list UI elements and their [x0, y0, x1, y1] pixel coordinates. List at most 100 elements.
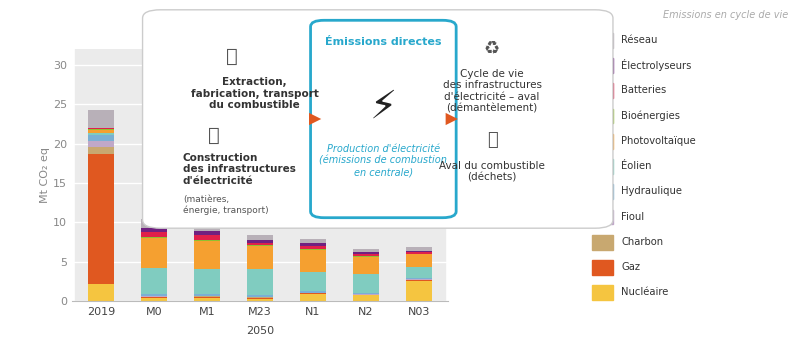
Y-axis label: Mt CO₂ eq: Mt CO₂ eq [40, 147, 50, 203]
Text: Photovoltaïque: Photovoltaïque [622, 136, 696, 146]
Bar [246, 234, 274, 240]
Bar [246, 299, 274, 301]
Bar [88, 133, 114, 135]
Bar [246, 295, 274, 297]
Text: Gaz: Gaz [622, 262, 640, 272]
Text: Émissions directes: Émissions directes [325, 37, 442, 47]
Text: (matières,
énergie, transport): (matières, énergie, transport) [183, 195, 269, 215]
Bar [353, 252, 379, 254]
Bar [592, 210, 613, 224]
Text: Hydraulique: Hydraulique [622, 187, 682, 196]
Bar [141, 297, 167, 298]
Bar [353, 295, 379, 301]
Text: Emissions en cycle de vie: Emissions en cycle de vie [662, 10, 788, 21]
Bar [88, 141, 114, 147]
Bar [194, 297, 220, 298]
Bar [592, 58, 613, 73]
Bar [406, 281, 432, 301]
Bar [194, 239, 220, 241]
Bar [353, 249, 379, 252]
Bar [194, 296, 220, 297]
Bar [246, 246, 274, 270]
Bar [300, 294, 326, 301]
Bar [141, 298, 167, 301]
Text: ♻: ♻ [484, 41, 500, 59]
Bar [74, 49, 446, 301]
Bar [246, 240, 274, 243]
FancyArrowPatch shape [446, 113, 458, 125]
Bar [592, 235, 613, 250]
Text: Éolien: Éolien [622, 161, 652, 171]
Bar [592, 260, 613, 275]
Bar [592, 33, 613, 48]
Bar [141, 232, 167, 237]
Bar [194, 294, 220, 296]
Bar [406, 280, 432, 281]
Bar [592, 159, 613, 174]
Bar [141, 237, 167, 238]
Bar [406, 252, 432, 253]
Bar [300, 239, 326, 243]
Bar [300, 293, 326, 294]
Bar [406, 267, 432, 278]
Bar [592, 184, 613, 199]
Text: Batteries: Batteries [622, 85, 666, 96]
Bar [141, 238, 167, 268]
Text: Extraction,
fabrication, transport
du combustible: Extraction, fabrication, transport du co… [190, 77, 318, 110]
Bar [406, 247, 432, 251]
Bar [246, 297, 274, 298]
Bar [406, 254, 432, 267]
Text: ⛴: ⛴ [226, 47, 238, 65]
Text: Production d'électricité
(émissions de combustion
en centrale): Production d'électricité (émissions de c… [319, 144, 447, 177]
Bar [592, 108, 613, 123]
Text: Cycle de vie
des infrastructures
d'électricité – aval
(démantèlement): Cycle de vie des infrastructures d'élect… [442, 69, 542, 113]
Bar [592, 83, 613, 98]
Text: Électrolyseurs: Électrolyseurs [622, 59, 692, 71]
Bar [141, 219, 167, 228]
Bar [246, 270, 274, 295]
Bar [300, 243, 326, 246]
Bar [300, 250, 326, 272]
Text: Réseau: Réseau [622, 35, 658, 45]
Bar [194, 235, 220, 239]
FancyArrowPatch shape [309, 113, 322, 125]
Bar [406, 278, 432, 279]
Bar [88, 284, 114, 301]
Bar [194, 231, 220, 235]
Bar [141, 294, 167, 296]
Text: Construction
des infrastructures
d'électricité: Construction des infrastructures d'élect… [183, 153, 296, 186]
Bar [141, 296, 167, 297]
Bar [88, 110, 114, 128]
Bar [300, 246, 326, 249]
Bar [194, 222, 220, 231]
Text: Aval du combustible
(déchets): Aval du combustible (déchets) [439, 161, 545, 183]
Bar [592, 134, 613, 149]
Bar [194, 298, 220, 301]
Bar [88, 154, 114, 284]
Bar [300, 272, 326, 290]
Bar [88, 135, 114, 141]
Text: ⛑: ⛑ [208, 126, 220, 145]
Bar [88, 130, 114, 133]
Bar [246, 298, 274, 299]
Bar [141, 268, 167, 294]
Text: Charbon: Charbon [622, 237, 663, 247]
Bar [592, 285, 613, 300]
Bar [246, 243, 274, 245]
Bar [406, 251, 432, 252]
Bar [300, 290, 326, 293]
Bar [406, 253, 432, 254]
Text: Bioénergies: Bioénergies [622, 110, 680, 121]
Bar [141, 228, 167, 232]
FancyBboxPatch shape [310, 20, 456, 218]
Bar [194, 241, 220, 269]
Bar [88, 147, 114, 154]
Bar [353, 254, 379, 257]
Bar [353, 257, 379, 274]
Text: Fioul: Fioul [622, 212, 645, 222]
FancyBboxPatch shape [142, 10, 613, 228]
Bar [88, 128, 114, 130]
Text: 2050: 2050 [246, 326, 274, 336]
Bar [353, 293, 379, 294]
Bar [300, 249, 326, 250]
